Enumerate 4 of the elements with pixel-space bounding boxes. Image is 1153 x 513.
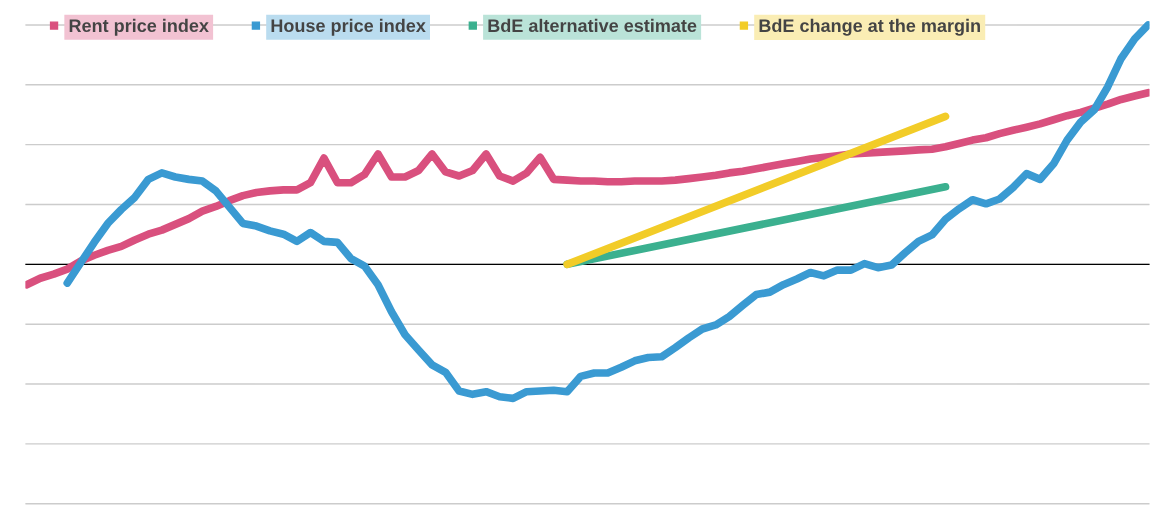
legend-label: BdE alternative estimate [488, 18, 697, 33]
legend-label: BdE change at the margin [759, 18, 980, 36]
legend-label: Rent price index [69, 18, 209, 36]
legend-label: House price index [271, 18, 426, 36]
